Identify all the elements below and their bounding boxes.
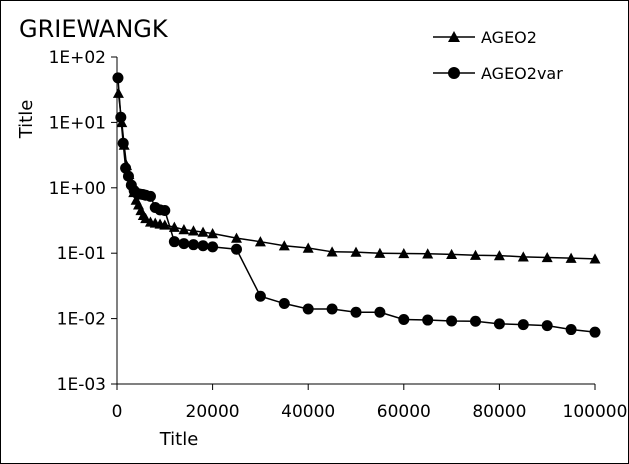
data-point-ageo2: [207, 228, 219, 239]
x-tick-label: 0: [112, 402, 123, 422]
y-tick-label: 1E+02: [49, 48, 106, 68]
data-point-ageo2var: [374, 306, 386, 318]
data-point-ageo2var: [565, 324, 577, 336]
data-point-ageo2: [589, 253, 601, 264]
data-point-ageo2var: [350, 306, 362, 318]
data-point-ageo2var: [117, 137, 129, 149]
series-layer: [112, 72, 601, 338]
data-point-ageo2var: [446, 315, 458, 327]
y-tick-label: 1E-02: [57, 310, 106, 330]
data-point-ageo2var: [278, 298, 290, 310]
y-axis-title: Title: [16, 100, 37, 140]
legend-label-ageo2var: AGEO2var: [481, 64, 563, 83]
data-point-ageo2: [197, 226, 209, 237]
data-point-ageo2: [350, 246, 362, 257]
data-point-ageo2var: [254, 290, 266, 302]
data-point-ageo2var: [470, 315, 481, 327]
data-point-ageo2var: [398, 313, 410, 325]
data-point-ageo2var: [115, 111, 127, 123]
x-tick-label: 80000: [472, 402, 526, 422]
data-point-ageo2var: [493, 318, 505, 330]
x-tick-label: 60000: [377, 402, 431, 422]
data-point-ageo2var: [187, 239, 199, 251]
data-point-ageo2var: [144, 190, 156, 202]
data-point-ageo2var: [207, 241, 219, 253]
data-point-ageo2var: [541, 320, 553, 332]
data-point-ageo2var: [112, 72, 124, 84]
x-tick-label: 20000: [186, 402, 240, 422]
data-point-ageo2: [422, 248, 434, 259]
data-point-ageo2: [187, 225, 199, 236]
data-point-ageo2: [178, 224, 190, 235]
data-point-ageo2var: [517, 319, 529, 331]
data-point-ageo2: [302, 242, 314, 253]
data-point-ageo2var: [122, 170, 134, 182]
data-point-ageo2var: [168, 236, 180, 248]
data-point-ageo2var: [231, 243, 242, 255]
y-tick-label: 1E-03: [57, 375, 106, 395]
data-point-ageo2: [541, 251, 553, 263]
data-point-ageo2: [517, 251, 529, 262]
y-tick-label: 1E+00: [49, 179, 106, 199]
data-point-ageo2: [231, 232, 242, 243]
legend-marker-ageo2: [448, 31, 460, 42]
data-point-ageo2var: [589, 326, 601, 338]
x-tick-label: 100000: [563, 402, 628, 422]
legend-label-ageo2: AGEO2: [481, 28, 537, 47]
y-tick-label: 1E-01: [57, 244, 106, 264]
x-ticks: 0 20000 40000 60000 80000 100000: [112, 384, 628, 422]
data-point-ageo2: [565, 252, 577, 263]
chart-title: GRIEWANGK: [19, 15, 169, 43]
legend-marker-ageo2var: [448, 67, 460, 79]
y-tick-label: 1E+01: [49, 113, 106, 133]
data-point-ageo2: [159, 219, 171, 230]
data-point-ageo2: [493, 250, 505, 261]
legend: AGEO2 AGEO2var: [433, 28, 563, 83]
data-point-ageo2var: [159, 204, 171, 216]
x-axis-title: Title: [159, 429, 199, 450]
data-point-ageo2: [398, 247, 410, 259]
data-point-ageo2: [326, 246, 338, 257]
series-line-ageo2var: [117, 77, 596, 333]
data-point-ageo2: [168, 221, 180, 232]
data-point-ageo2: [446, 248, 458, 260]
data-point-ageo2: [374, 247, 386, 258]
data-point-ageo2var: [326, 303, 338, 315]
data-point-ageo2var: [178, 238, 190, 250]
data-point-ageo2var: [197, 240, 209, 252]
y-ticks: 1E-03 1E-02 1E-01 1E+00 1E+01 1E+02: [49, 48, 117, 395]
data-point-ageo2var: [302, 303, 314, 315]
data-point-ageo2: [278, 240, 290, 251]
data-point-ageo2var: [422, 314, 434, 326]
x-tick-label: 40000: [281, 402, 335, 422]
data-point-ageo2: [254, 236, 266, 247]
data-point-ageo2: [470, 249, 481, 260]
